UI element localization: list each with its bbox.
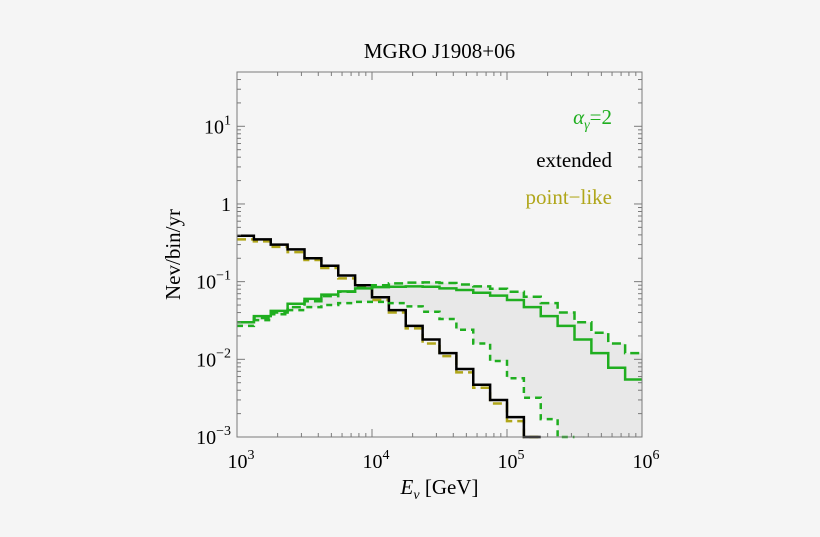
legend-entry-0: αγ=2 — [573, 105, 612, 133]
x-tick-label: 105 — [498, 448, 525, 473]
legend-entry-2: point−like — [525, 185, 612, 209]
y-axis-label: Nev/bin/yr — [161, 209, 185, 300]
series-line-4 — [237, 300, 575, 439]
series-line-3 — [237, 281, 642, 355]
chart-title: MGRO J1908+06 — [364, 39, 515, 63]
y-tick-label: 1 — [221, 194, 231, 216]
tick-layer: 103 104 105 106 10−3 10−2 10−1 1 101 — [196, 71, 660, 473]
x-tick-label: 103 — [228, 448, 255, 473]
legend-entry-1: extended — [536, 148, 612, 172]
y-tick-label: 101 — [204, 113, 231, 138]
series-layer — [237, 234, 642, 439]
axis-layer — [236, 71, 643, 438]
x-tick-label: 104 — [363, 448, 390, 473]
y-tick-label: 10−2 — [196, 346, 231, 371]
y-tick-label: 10−3 — [196, 424, 231, 449]
x-tick-label: 106 — [633, 448, 660, 473]
label-layer: MGRO J1908+06 Eν [GeV] Nev/bin/yr — [161, 39, 515, 503]
y-tick-label: 10−1 — [196, 269, 231, 294]
x-axis-label: Eν [GeV] — [400, 475, 479, 503]
legend: αγ=2 extended point−like — [525, 105, 612, 209]
series-line-2 — [237, 285, 642, 381]
plot-frame — [236, 71, 643, 438]
